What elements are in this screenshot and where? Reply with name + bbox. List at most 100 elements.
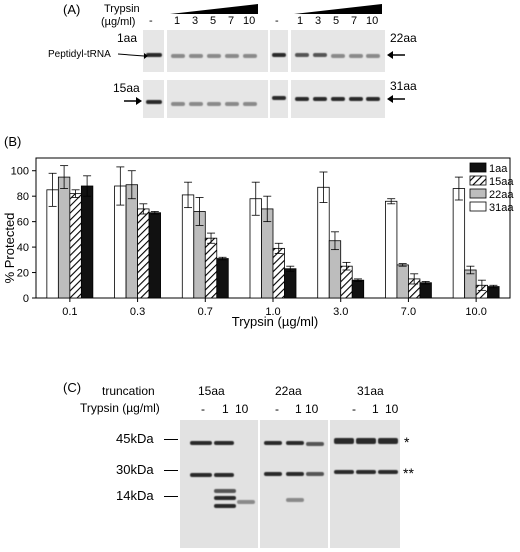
band-c-22aa-ctrl-45 bbox=[264, 441, 282, 445]
lane-c-15aa-1: 1 bbox=[222, 402, 229, 416]
legend-swatch-1aa bbox=[469, 162, 487, 173]
bar-31aa-10.0 bbox=[452, 188, 466, 299]
band-c-31aa-10-45 bbox=[378, 438, 398, 444]
legend-swatch-31aa bbox=[469, 201, 487, 212]
lane-conc-left-5: 5 bbox=[210, 15, 217, 27]
band-c-15aa-1-14c bbox=[214, 504, 236, 508]
band-1aa-5 bbox=[207, 54, 221, 58]
x-tick-label-0.1: 0.1 bbox=[62, 306, 77, 318]
bar-1aa-3.0 bbox=[351, 279, 365, 299]
panel-c-label: (C) bbox=[63, 380, 82, 395]
mw-label-45: 45kDa bbox=[116, 431, 154, 446]
x-tick-label-10.0: 10.0 bbox=[465, 306, 486, 318]
gel-lane-divider-top-left bbox=[164, 30, 167, 72]
lane-conc-left-1: 1 bbox=[174, 15, 181, 27]
mw-label-30: 30kDa bbox=[116, 462, 154, 477]
label-31aa: 31aa bbox=[390, 79, 417, 93]
x-tick-label-0.3: 0.3 bbox=[130, 306, 145, 318]
band-c-15aa-10-14 bbox=[237, 500, 255, 504]
band-c-15aa-1-45 bbox=[214, 441, 234, 445]
bar-15aa-0.3 bbox=[137, 208, 150, 299]
lane-conc-right-7: 7 bbox=[351, 15, 358, 27]
band-22aa-3 bbox=[313, 53, 327, 57]
band-31aa-1 bbox=[295, 97, 309, 101]
peptidyl-trna-arrow-icon bbox=[118, 53, 148, 59]
lane-dash-right: - bbox=[275, 15, 279, 27]
bar-31aa-7.0 bbox=[385, 200, 398, 299]
lane-c-15aa-10: 10 bbox=[235, 402, 249, 416]
y-axis-label: % Protected bbox=[2, 213, 17, 284]
double-star-marker: ** bbox=[403, 465, 414, 481]
gel-lane-divider-bottom-right bbox=[288, 80, 291, 118]
mw-tick-45 bbox=[164, 439, 178, 440]
lane-c-22aa-10: 10 bbox=[305, 402, 319, 416]
bar-22aa-0.3 bbox=[125, 184, 138, 299]
band-c-31aa-ctrl-45 bbox=[334, 438, 354, 444]
lane-conc-right-5: 5 bbox=[333, 15, 340, 27]
gel-15aa bbox=[143, 80, 268, 118]
units-label-a: (µg/ml) bbox=[101, 16, 136, 28]
band-22aa-1 bbox=[295, 53, 309, 57]
legend-label-1aa: 1aa bbox=[489, 163, 508, 175]
band-31aa-control bbox=[272, 96, 286, 100]
band-15aa-3 bbox=[189, 102, 203, 106]
band-15aa-1 bbox=[171, 102, 185, 106]
bar-15aa-0.1 bbox=[69, 193, 82, 299]
label-15aa: 15aa bbox=[113, 81, 140, 95]
lane-c-15aa-dash: - bbox=[201, 402, 205, 416]
y-tick-label-40: 40 bbox=[17, 242, 29, 254]
bar-1aa-0.3 bbox=[148, 212, 161, 299]
bar-15aa-3.0 bbox=[340, 265, 353, 299]
band-c-15aa-1-14a bbox=[214, 489, 236, 493]
band-31aa-7 bbox=[349, 97, 363, 101]
band-c-22aa-10-30 bbox=[306, 472, 324, 476]
legend-swatch-15aa bbox=[469, 175, 487, 186]
band-c-31aa-ctrl-30 bbox=[334, 470, 354, 474]
lane-c-22aa-dash: - bbox=[275, 402, 279, 416]
y-tick-label-100: 100 bbox=[11, 166, 29, 178]
legend-label-15aa: 15aa bbox=[489, 176, 514, 188]
lane-c-31aa-1: 1 bbox=[372, 402, 379, 416]
bar-22aa-7.0 bbox=[396, 264, 409, 299]
band-15aa-5 bbox=[207, 102, 221, 106]
band-c-31aa-1-45 bbox=[356, 438, 376, 444]
band-c-22aa-ctrl-30 bbox=[264, 472, 282, 476]
band-31aa-5 bbox=[331, 97, 345, 101]
lane-conc-left-10: 10 bbox=[243, 15, 256, 27]
bar-22aa-1.0 bbox=[261, 208, 274, 299]
lane-dash-left: - bbox=[149, 15, 153, 27]
bar-1aa-0.7 bbox=[216, 258, 229, 299]
lane-conc-left-3: 3 bbox=[192, 15, 199, 27]
lane-conc-left-7: 7 bbox=[228, 15, 235, 27]
band-1aa-3 bbox=[189, 54, 203, 58]
lane-c-31aa-dash: - bbox=[352, 402, 356, 416]
panel-a-label: (A) bbox=[63, 2, 81, 17]
lane-conc-right-1: 1 bbox=[297, 15, 304, 27]
legend-label-31aa: 31aa bbox=[489, 202, 514, 214]
mw-label-14: 14kDa bbox=[116, 488, 154, 503]
band-15aa-10 bbox=[243, 102, 257, 106]
bar-1aa-0.1 bbox=[80, 185, 94, 299]
band-22aa-7 bbox=[349, 54, 363, 58]
y-tick-label-20: 20 bbox=[17, 268, 29, 280]
y-tick-label-60: 60 bbox=[17, 217, 29, 229]
protection-bar-chart: % Protected Trypsin (µg/ml) 0 20 40 60 80 100… bbox=[2, 157, 514, 329]
label-peptidyl-trna: Peptidyl-tRNA bbox=[48, 49, 111, 60]
lane-c-31aa-10: 10 bbox=[385, 402, 399, 416]
bar-31aa-0.7 bbox=[181, 194, 195, 299]
band-c-22aa-1-14 bbox=[286, 498, 304, 502]
x-tick-label-1.0: 1.0 bbox=[265, 306, 280, 318]
band-c-15aa-1-30 bbox=[214, 473, 234, 477]
gel-c-divider-1 bbox=[258, 420, 260, 548]
band-22aa-5 bbox=[331, 54, 345, 58]
trypsin-gradient-wedge-right bbox=[294, 4, 382, 14]
bar-1aa-7.0 bbox=[419, 282, 432, 299]
gel-lane-divider-bottom-left bbox=[164, 80, 167, 118]
band-c-22aa-10-45 bbox=[306, 442, 324, 446]
gel-1aa bbox=[143, 30, 268, 72]
band-c-15aa-ctrl-45 bbox=[190, 441, 212, 445]
x-tick-label-0.7: 0.7 bbox=[198, 306, 213, 318]
label-1aa: 1aa bbox=[117, 31, 138, 45]
trypsin-label-c: Trypsin (µg/ml) bbox=[80, 401, 160, 415]
x-tick-label-7.0: 7.0 bbox=[401, 306, 416, 318]
